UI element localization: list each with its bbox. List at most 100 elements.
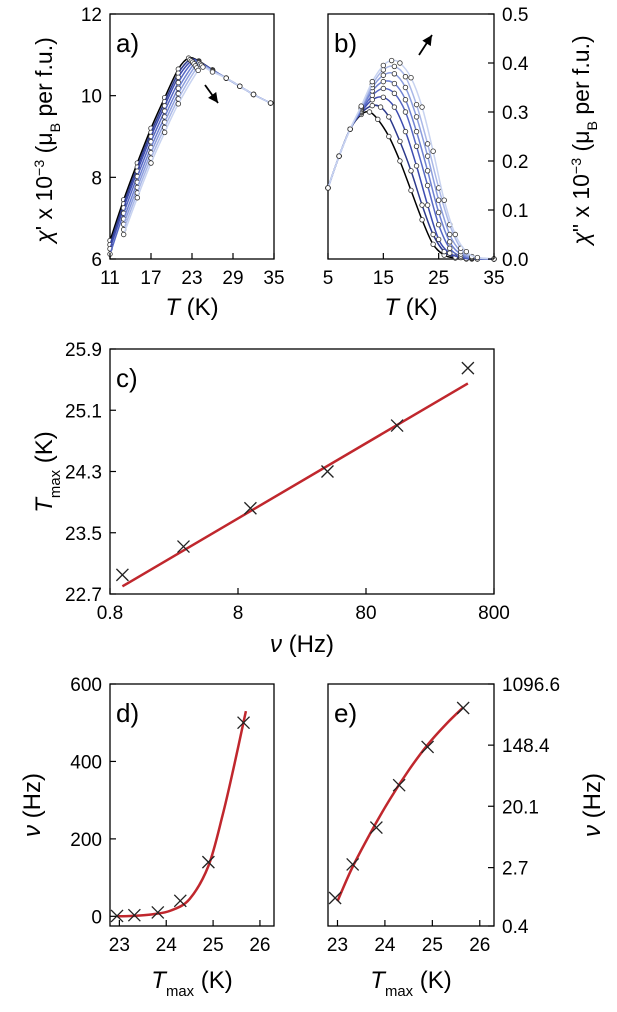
panel-c-point-b [115,568,129,582]
panel-b-marker [391,80,398,87]
panel-b-marker [441,248,447,255]
panel-d-xtick-label: 24 [156,935,178,956]
panel-a-arrow [204,84,219,104]
panel-b-marker [424,168,431,174]
panel-a-series-2 [109,58,271,250]
panel-a-marker [237,83,243,89]
panel-b-marker [435,197,442,203]
panel-b-marker [441,197,447,203]
panel-b-marker [380,85,387,92]
panel-b-marker [474,254,481,261]
panel-b-marker [402,74,409,80]
panel-e-xtick-label: 23 [327,935,348,956]
panel-b-series-0 [327,110,494,260]
panel-c-xlabel: ν (Hz) [270,631,334,658]
panel-b-marker [402,84,409,91]
panel-b-frame [327,13,495,260]
panel-d-xtick-label: 23 [109,935,130,956]
panel-e-point [421,740,435,754]
panel-c-xtick-label: 800 [478,603,510,624]
panel-a-label: a) [116,28,139,58]
panel-b-marker [430,231,436,238]
panel-b-marker [380,72,387,78]
panel-c-point [115,568,129,582]
panel-c-ylabel: Tmax (K) [31,431,64,512]
panel-b-marker [424,141,431,147]
panel-a-xtick-label: 23 [181,268,202,289]
panel-e-xtick-label: 26 [469,935,490,956]
panel-b-marker [424,202,431,208]
panel-b-marker [430,148,436,154]
panel-d-point [237,716,251,730]
panel-b-marker [380,62,387,69]
panel-b-marker [408,74,414,81]
panel-e-point [346,857,360,871]
panel-a-series-0 [109,56,271,241]
panel-b-marker [402,109,409,115]
panel-c-point-b [321,465,334,478]
panel-b-series-7 [327,59,495,260]
panel-c-frame [109,348,495,595]
panel-c-point-b [243,501,257,515]
panel-b-marker [380,78,387,85]
panel-d-point-b [127,908,141,922]
panel-c-point-b [177,540,190,553]
panel-b-marker [358,103,364,109]
panel-d-ytick-label: 400 [70,752,102,773]
panel-b-marker [413,143,420,149]
panel-a-xlabel: T (K) [165,294,218,321]
panel-e-point [456,701,470,715]
panel-d-point-b [173,894,187,908]
panel-d-point-b [237,716,251,730]
panel-b-xtick-label: 25 [428,268,449,289]
panel-e-point [369,821,383,835]
panel-b-marker [447,250,453,256]
panel-b-series-5 [327,71,495,260]
panel-b-ytick-label: 0.4 [502,54,529,75]
panel-c-ytick-label: 25.1 [65,401,102,422]
panel-c-xtick-label: 0.8 [97,603,123,624]
panel-a-marker [134,195,141,201]
panel-a-marker [148,160,154,166]
panel-e-frame [327,683,495,927]
panel-a-marker [223,75,229,81]
panel-c-ytick-label: 23.5 [65,524,102,545]
panel-b-series-2 [327,96,495,260]
panel-e-ytick-label: 1096.6 [502,675,560,696]
panel-b-marker [435,236,442,243]
panel-d-point [110,909,124,923]
panel-b-marker [463,248,470,255]
panel-c-point [390,419,404,433]
panel-b-xtick-label: 5 [323,268,334,289]
panel-a-marker [175,79,182,86]
panel-b-marker [336,153,342,159]
panel-b-marker [397,158,403,164]
panel-a-marker [250,91,257,98]
panel-d-fit-line [116,710,248,918]
panel-c-point-b [461,361,475,375]
panel-b-arrow [418,34,433,56]
panel-b-ytick-label: 0.0 [502,250,528,271]
panel-b-xtick-label: 15 [373,268,394,289]
panel-e-ytick-label: 20.1 [502,797,539,818]
panel-b-ylabel: χ" x 10−3 (μB per f.u.) [568,35,601,246]
panel-b-marker [424,153,431,159]
panel-b-marker [413,128,420,135]
panel-e-xlabel: Tmax (K) [370,967,451,1000]
panel-e-xtick-label: 24 [374,935,396,956]
panel-b-marker [391,63,398,70]
panel-b-marker [413,101,420,108]
panel-a-marker [195,67,201,74]
panel-a-arrow-head [208,91,218,103]
panel-a-series-1 [109,58,271,245]
panel-d-ylabel: ν (Hz) [19,773,46,837]
panel-d-frame [109,683,275,927]
panel-a-xtick-label: 29 [222,268,243,289]
panel-c-point-b [390,419,404,433]
panel-d-ytick-label: 0 [91,907,102,928]
panel-a-marker [175,101,182,107]
panel-b-marker [447,239,453,245]
panel-e-point-b [456,701,470,715]
panel-b-ytick-label: 0.1 [502,201,528,222]
panel-b-marker [397,138,403,145]
